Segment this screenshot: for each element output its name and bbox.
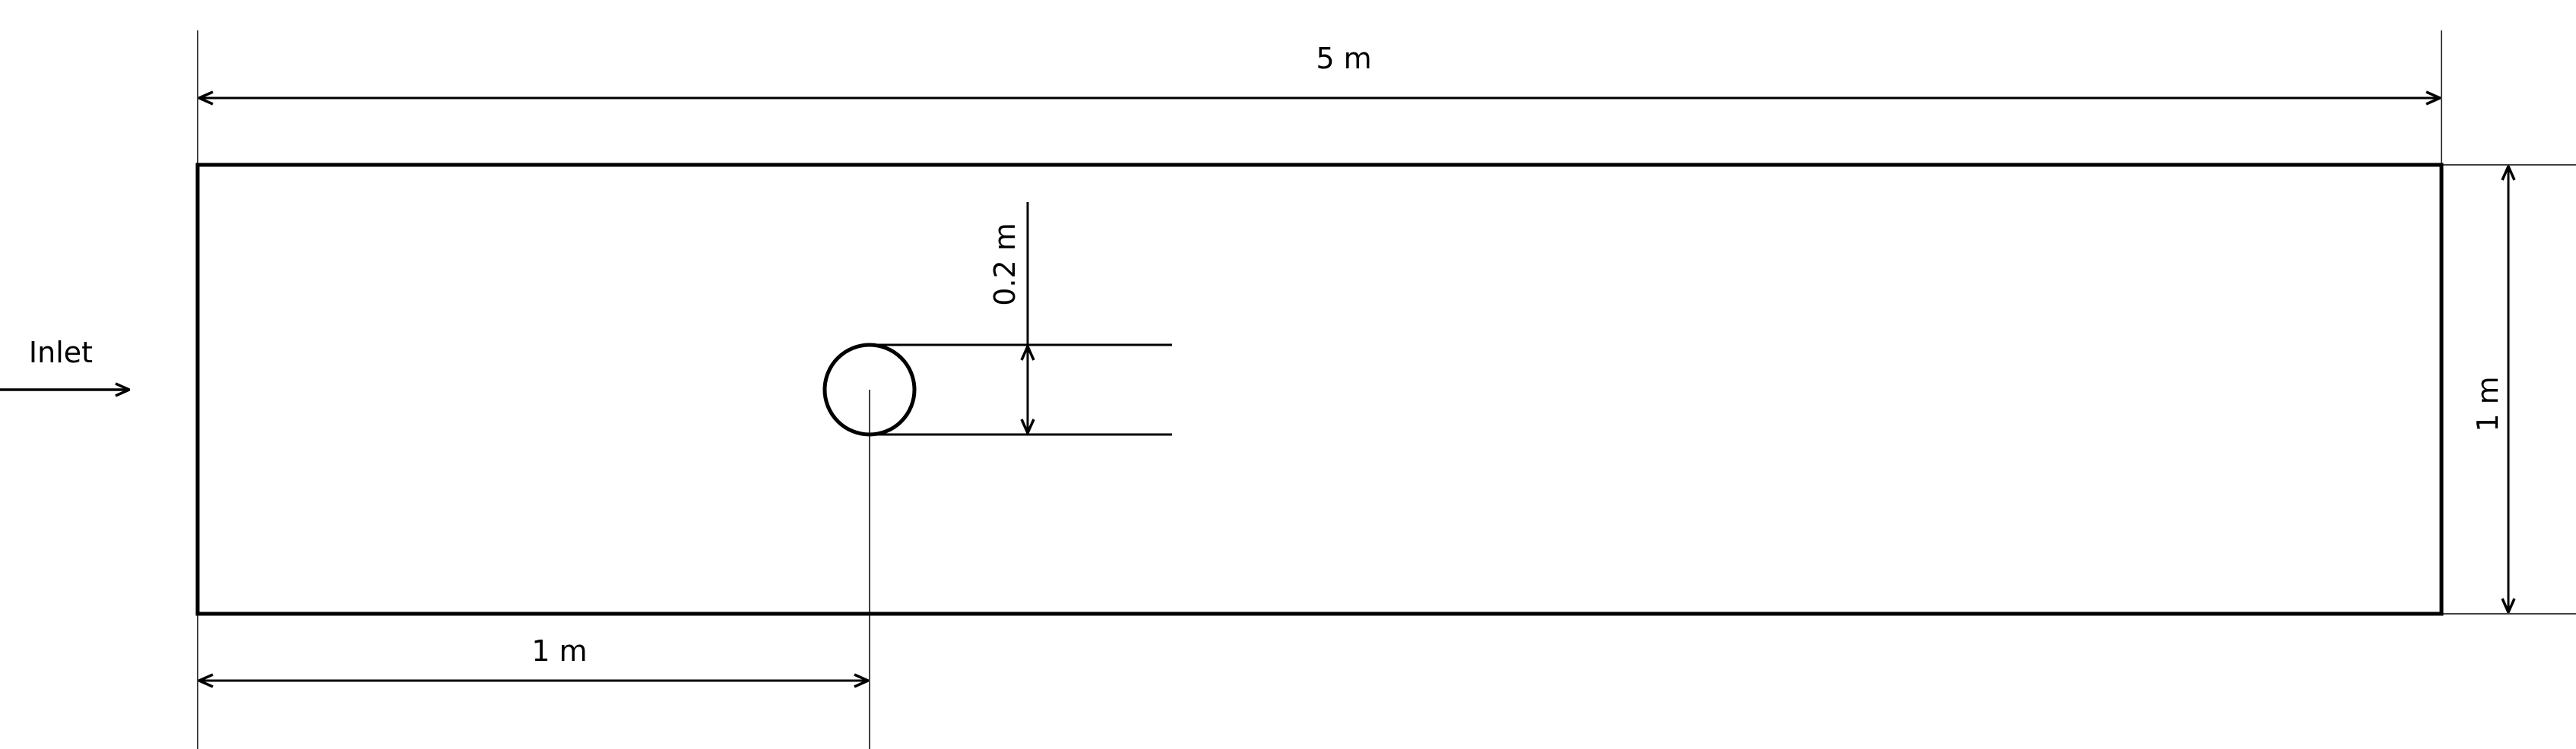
cylinder [822,343,917,437]
dimension-label-length: 5 m [1316,42,1371,75]
dimension-label-offset: 1 m [531,634,587,668]
inlet-label: Inlet [29,336,93,369]
dimension-label-height: 1 m [2471,376,2505,431]
dimension-label-diameter: 0.2 m [988,223,1022,306]
channel-boundary [195,163,2444,616]
